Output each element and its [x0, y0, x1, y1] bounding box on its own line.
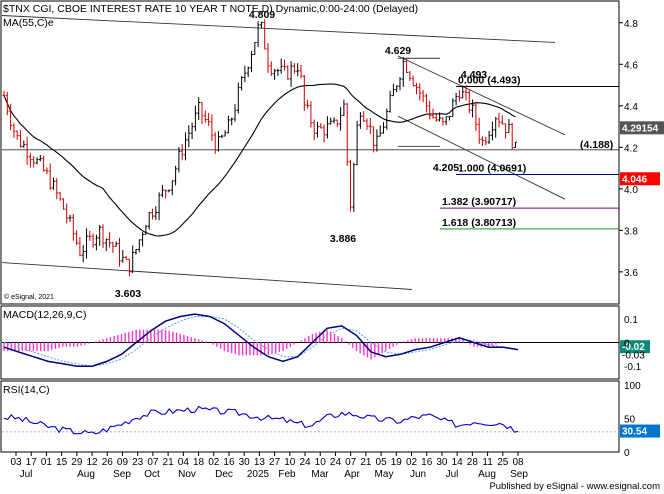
x-tick-label: 21 [360, 457, 372, 468]
x-tick-label: 17 [26, 457, 38, 468]
x-tick-label: 02 [208, 457, 220, 468]
x-tick-label: 04 [178, 457, 190, 468]
rsi-panel [0, 380, 620, 453]
fib-level-label: 1.382 (3.90717) [442, 196, 516, 208]
x-tick-label: 27 [269, 457, 281, 468]
x-tick-label: 28 [467, 457, 479, 468]
price-panel [0, 0, 620, 305]
x-month-label: Oct [144, 469, 160, 480]
x-tick-label: 15 [56, 457, 68, 468]
price-annotation: 4.205 [433, 162, 459, 174]
rsi-y-tick-label: 50 [624, 415, 636, 426]
x-month-label: Aug [478, 469, 496, 480]
price-annotation: 3.603 [115, 288, 141, 300]
x-tick-label: 25 [497, 457, 509, 468]
price-annotation: 4.809 [249, 9, 275, 21]
ma-label: MA(55,C)e [3, 17, 54, 29]
price-y-tick-label: 3.6 [624, 268, 638, 279]
x-tick-label: 08 [512, 457, 524, 468]
macd-y-tick-label: 0 [624, 339, 630, 350]
lower-trendline [1, 262, 413, 290]
ma-value-label: 4.29154 [622, 123, 659, 134]
x-tick-label: 26 [102, 457, 114, 468]
macd-value-tag [620, 340, 650, 354]
x-month-label: Feb [278, 469, 296, 480]
rsi-line [3, 405, 519, 435]
x-month-label: Jul [446, 469, 459, 480]
x-month-label: 2025 [247, 469, 270, 480]
x-month-label: Jul [20, 469, 33, 480]
x-tick-label: 05 [376, 457, 388, 468]
x-tick-label: 09 [117, 457, 129, 468]
macd-y-tick-label: -0.1 [624, 362, 642, 373]
price-y-tick-label: 3.8 [624, 226, 638, 237]
rsi-value-tag [620, 424, 660, 438]
moving-average-line [3, 83, 516, 237]
x-tick-label: 23 [132, 457, 144, 468]
price-annotation: 3.886 [330, 233, 356, 245]
x-tick-label: 10 [315, 457, 327, 468]
macd-signal-value-label: -0.03 [622, 351, 645, 362]
x-month-label: Nov [178, 469, 196, 480]
ma-value-tag [620, 121, 664, 135]
fib-level-label: 1.618 (3.80713) [442, 217, 516, 229]
last-price-label: 4.046 [622, 174, 647, 185]
x-tick-label: 19 [391, 457, 403, 468]
x-tick-label: 30 [436, 457, 448, 468]
macd-value-label: -0.02 [622, 342, 645, 353]
x-tick-label: 16 [223, 457, 235, 468]
macd-line [3, 313, 519, 367]
rsi-value-label: 30.54 [622, 427, 647, 438]
x-tick-label: 14 [452, 457, 464, 468]
x-tick-label: 07 [345, 457, 357, 468]
x-tick-label: 10 [284, 457, 296, 468]
channel-lower-line [397, 115, 566, 200]
price-y-tick-label: 4.6 [624, 60, 638, 71]
x-month-label: May [375, 469, 394, 480]
x-month-label: Aug [77, 469, 95, 480]
x-tick-label: 24 [330, 457, 342, 468]
x-tick-label: 16 [421, 457, 433, 468]
price-y-tick-label: 4.2 [624, 143, 638, 154]
price-annotation: 4.629 [385, 45, 411, 57]
x-tick-label: 11 [482, 457, 493, 468]
rsi-title: RSI(14,C) [3, 384, 50, 396]
x-tick-label: 12 [86, 457, 98, 468]
fib-level-label: 0.000 (4.493) [458, 74, 520, 86]
x-month-label: Dec [215, 469, 233, 480]
x-tick-label: 03 [10, 457, 22, 468]
rsi-y-tick-label: 0 [624, 448, 630, 459]
x-tick-label: 21 [163, 457, 175, 468]
x-tick-label: 02 [406, 457, 418, 468]
fib-level-label: 1.000 (4.0691) [458, 163, 526, 175]
macd-title: MACD(12,26,9,C) [3, 309, 86, 321]
price-annotation: 4.493 [461, 69, 487, 81]
x-month-label: Sep [510, 469, 528, 480]
x-month-label: Mar [311, 469, 329, 480]
last-price-tag [620, 172, 660, 186]
watermark: © eSignal, 2021 [4, 293, 54, 301]
x-tick-label: 29 [71, 457, 83, 468]
macd-y-tick-label: 0.1 [624, 315, 638, 326]
price-y-tick-label: 4.8 [624, 19, 638, 30]
x-tick-label: 07 [147, 457, 159, 468]
x-tick-label: 24 [299, 457, 311, 468]
rsi-y-tick-label: 100 [624, 381, 641, 392]
x-tick-label: 18 [193, 457, 205, 468]
price-y-tick-label: 4.4 [624, 102, 638, 113]
x-month-label: Sep [113, 469, 131, 480]
support-level-label: (4.188) [580, 139, 613, 151]
channel-upper-line [397, 55, 566, 136]
x-tick-label: 01 [41, 457, 53, 468]
x-tick-label: 30 [239, 457, 251, 468]
upper-trendline [1, 15, 556, 43]
x-tick-label: 13 [254, 457, 266, 468]
x-month-label: Jun [410, 469, 426, 480]
x-month-label: Apr [344, 469, 360, 480]
price-y-tick-label: 4.0 [624, 185, 638, 196]
footer-credit: Published by eSignal - www.esignal.com [489, 481, 660, 492]
chart-title: $TNX CGI, CBOE INTEREST RATE 10 YEAR T N… [3, 3, 418, 15]
